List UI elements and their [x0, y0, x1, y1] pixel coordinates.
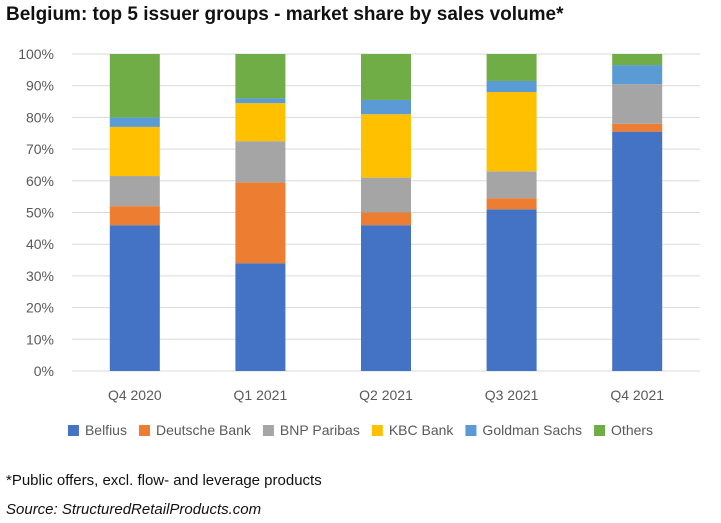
- bar-segment-goldman-sachs: [361, 99, 411, 115]
- legend-swatch: [371, 425, 383, 436]
- y-tick-label: 0%: [34, 363, 54, 379]
- y-tick-label: 30%: [26, 268, 54, 284]
- x-tick-label: Q4 2020: [108, 387, 162, 403]
- y-tick-label: 100%: [18, 46, 54, 62]
- bar-segment-goldman-sachs: [612, 65, 663, 85]
- y-tick-label: 40%: [26, 236, 54, 252]
- bar-segment-others: [612, 54, 663, 66]
- legend-swatch: [465, 425, 477, 436]
- legend-item: BNP Paribas: [262, 422, 360, 438]
- bar-segment-kbc-bank: [361, 114, 411, 178]
- legend-swatch: [67, 425, 79, 436]
- x-tick-label: Q2 2021: [359, 387, 413, 403]
- legend-label: Others: [611, 422, 653, 438]
- legend-swatch: [262, 425, 274, 436]
- legend-label: Deutsche Bank: [156, 422, 252, 438]
- y-tick-label: 80%: [26, 109, 54, 125]
- x-tick-label: Q4 2021: [610, 387, 664, 403]
- bar-segment-kbc-bank: [486, 92, 537, 172]
- bar-segment-deutsche-bank: [361, 212, 411, 226]
- legend-item: Belfius: [67, 422, 127, 438]
- legend-label: BNP Paribas: [280, 422, 360, 438]
- y-tick-label: 10%: [26, 331, 54, 347]
- chart-title: Belgium: top 5 issuer groups - market sh…: [6, 4, 564, 25]
- bar-segment-deutsche-bank: [109, 206, 160, 226]
- bar-segment-belfius: [109, 225, 160, 371]
- stacked-bar-chart: 0% 10% 20% 30% 40% 50% 60% 70% 80% 90% 100% Q4 202…: [18, 46, 700, 438]
- bar-segment-bnp-paribas: [109, 176, 160, 207]
- bar-segment-goldman-sachs: [235, 98, 286, 104]
- y-tick-label: 90%: [26, 78, 54, 94]
- bar-segment-bnp-paribas: [235, 141, 286, 183]
- legend-item: Others: [594, 422, 653, 438]
- x-axis-ticks: Q4 2020 Q1 2021 Q2 2021 Q3 2021 Q4 2021: [108, 387, 664, 403]
- legend-item: Goldman Sachs: [465, 422, 582, 438]
- bar-segment-deutsche-bank: [235, 182, 286, 264]
- bar-segment-kbc-bank: [109, 126, 160, 177]
- bar-segment-goldman-sachs: [109, 117, 160, 127]
- y-axis-ticks: 0% 10% 20% 30% 40% 50% 60% 70% 80% 90% 100%: [18, 46, 54, 379]
- bar-segment-belfius: [361, 225, 411, 371]
- x-tick-label: Q3 2021: [485, 387, 539, 403]
- x-tick-label: Q1 2021: [234, 387, 288, 403]
- bar-segment-kbc-bank: [235, 103, 286, 142]
- y-tick-label: 70%: [26, 141, 54, 157]
- legend-item: Deutsche Bank: [138, 422, 252, 438]
- bar-segment-belfius: [612, 131, 663, 371]
- footnote: *Public offers, excl. flow- and leverage…: [6, 472, 322, 489]
- bar-segment-others: [361, 54, 411, 100]
- y-tick-label: 20%: [26, 300, 54, 316]
- bars: [109, 54, 663, 371]
- bar-segment-others: [486, 54, 537, 81]
- bar-segment-belfius: [486, 209, 537, 371]
- y-tick-label: 50%: [26, 205, 54, 221]
- legend-swatch: [138, 425, 150, 436]
- bar-segment-others: [109, 54, 160, 118]
- source-note: Source: StructuredRetailProducts.com: [6, 501, 262, 518]
- bar-segment-belfius: [235, 263, 286, 371]
- bar-segment-bnp-paribas: [612, 84, 663, 124]
- bar-segment-goldman-sachs: [486, 80, 537, 93]
- legend-label: KBC Bank: [389, 422, 455, 438]
- bar-segment-bnp-paribas: [486, 171, 537, 199]
- bar-segment-deutsche-bank: [486, 198, 537, 210]
- legend-swatch: [594, 425, 606, 436]
- bar-segment-deutsche-bank: [612, 123, 663, 132]
- legend-label: Belfius: [85, 422, 127, 438]
- bar-segment-bnp-paribas: [361, 177, 411, 213]
- bar-segment-others: [235, 54, 286, 99]
- legend-item: KBC Bank: [371, 422, 455, 438]
- legend: Belfius Deutsche Bank BNP Paribas KBC Bank G…: [67, 422, 653, 438]
- y-tick-label: 60%: [26, 173, 54, 189]
- legend-label: Goldman Sachs: [482, 422, 582, 438]
